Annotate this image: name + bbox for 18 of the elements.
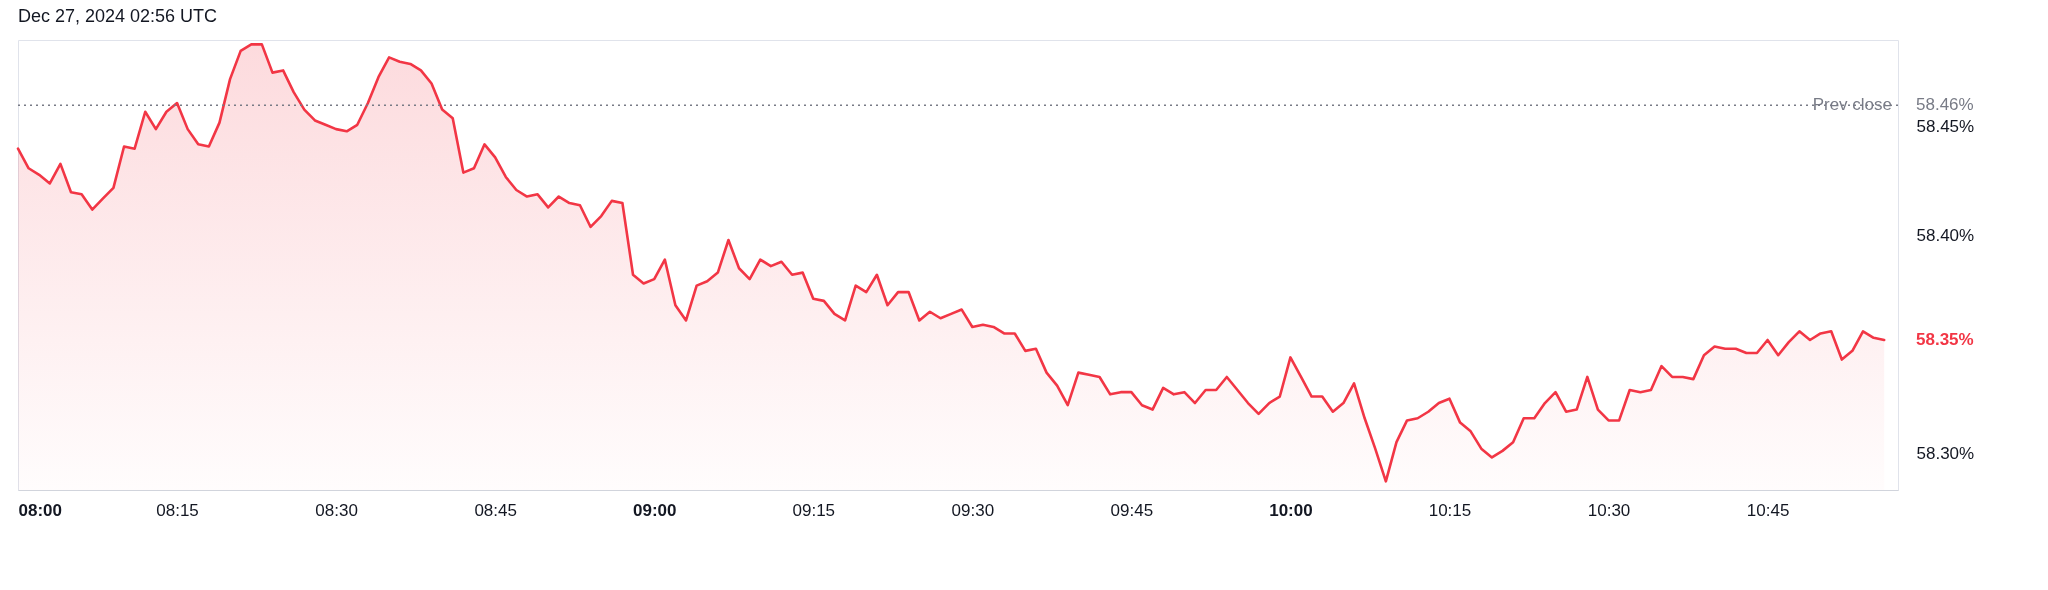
x-tick-label: 10:30 [1587, 500, 1631, 520]
chart-title: Dec 27, 2024 02:56 UTC [18, 6, 218, 26]
text: 58.35% [1916, 330, 1974, 349]
x-tick-label: 10:00 [1269, 500, 1313, 520]
x-tick-label: 09:00 [632, 500, 677, 520]
x-tick-label: 08:00 [18, 500, 62, 520]
x-tick-label: 09:15 [792, 500, 836, 520]
x-tick-label: 09:45 [1110, 500, 1154, 520]
x-tick-label: 08:45 [474, 500, 517, 520]
y-tick-label: 58.40% [1916, 226, 1975, 246]
text: 58.46% [1916, 95, 1974, 115]
x-tick-label: 08:30 [315, 500, 358, 520]
y-tick-label: 58.30% [1916, 443, 1975, 463]
x-tick-label: 09:30 [951, 500, 995, 520]
y-tick-label: 58.45% [1916, 117, 1975, 137]
x-tick-label: 10:45 [1746, 500, 1790, 520]
x-tick-label: 10:15 [1428, 500, 1472, 520]
x-tick-label: 08:15 [156, 500, 199, 520]
